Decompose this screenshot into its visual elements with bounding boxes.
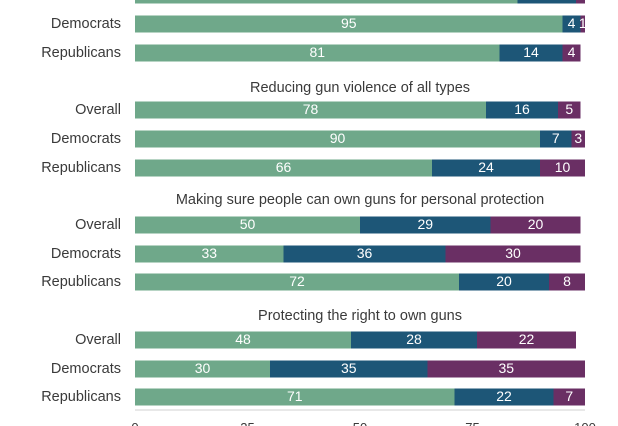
bar-segment bbox=[486, 101, 558, 119]
bar-segment bbox=[135, 159, 432, 177]
bar-segment bbox=[477, 331, 576, 349]
bar-segment bbox=[135, 245, 284, 263]
bar-segment bbox=[360, 216, 491, 234]
row-label: Democrats bbox=[51, 246, 121, 262]
data-label: 16 bbox=[514, 101, 530, 117]
data-label: 1 bbox=[579, 15, 587, 31]
bar-segment bbox=[135, 331, 351, 349]
group-title: Protecting the right to own guns bbox=[258, 308, 462, 324]
row-label: Democrats bbox=[51, 361, 121, 377]
bar-segment bbox=[283, 245, 446, 263]
bar-segment bbox=[135, 0, 518, 4]
data-label: 20 bbox=[528, 216, 544, 232]
data-label: 30 bbox=[505, 245, 521, 261]
bar-segment bbox=[427, 360, 585, 378]
bar-segment bbox=[445, 245, 581, 263]
data-label: 90 bbox=[330, 130, 346, 146]
row-label: Overall bbox=[75, 217, 121, 233]
bar-segment bbox=[454, 388, 554, 406]
group-title: Reducing gun violence of all types bbox=[250, 80, 470, 96]
bar-segment bbox=[270, 360, 428, 378]
data-label: 7 bbox=[565, 388, 573, 404]
bar-segment bbox=[135, 101, 486, 119]
row-label: Overall bbox=[75, 332, 121, 348]
bar-segment bbox=[562, 44, 581, 62]
row-label: Overall bbox=[75, 102, 121, 118]
bar-segment bbox=[540, 130, 572, 148]
bar-segment bbox=[558, 101, 581, 119]
row-label: Republicans bbox=[41, 45, 121, 61]
bar-segment bbox=[580, 15, 585, 33]
data-label: 81 bbox=[309, 44, 325, 60]
bar-segment bbox=[549, 273, 585, 291]
data-label: 50 bbox=[240, 216, 256, 232]
bar-segment bbox=[540, 159, 585, 177]
group-title: Making sure people can own guns for pers… bbox=[176, 192, 544, 208]
bar-segment bbox=[459, 273, 549, 291]
x-tick-label: 0 bbox=[131, 420, 138, 426]
data-label: 48 bbox=[235, 331, 251, 347]
data-label: 24 bbox=[478, 159, 494, 175]
data-label: 4 bbox=[568, 44, 576, 60]
row-label: Republicans bbox=[41, 389, 121, 405]
data-label: 78 bbox=[303, 101, 319, 117]
bar-segment bbox=[351, 331, 477, 349]
bar-segment bbox=[553, 388, 585, 406]
data-label: 66 bbox=[276, 159, 292, 175]
data-label: 10 bbox=[555, 159, 571, 175]
data-label: 71 bbox=[287, 388, 303, 404]
bar-segment bbox=[490, 216, 581, 234]
row-label: Republicans bbox=[41, 274, 121, 290]
data-label: 22 bbox=[496, 388, 512, 404]
x-tick-label: 100 bbox=[574, 420, 596, 426]
row-label: Democrats bbox=[51, 16, 121, 32]
x-tick-label: 75 bbox=[465, 420, 479, 426]
bar-segment bbox=[576, 0, 585, 4]
bar-segment bbox=[135, 15, 563, 33]
data-label: 35 bbox=[341, 360, 357, 376]
data-label: 95 bbox=[341, 15, 357, 31]
bar-segment bbox=[562, 15, 581, 33]
data-label: 8 bbox=[563, 273, 571, 289]
data-label: 29 bbox=[417, 216, 433, 232]
bar-segment bbox=[135, 388, 455, 406]
bar-segment bbox=[135, 360, 270, 378]
x-tick-label: 50 bbox=[353, 420, 367, 426]
data-label: 33 bbox=[201, 245, 217, 261]
data-label: 28 bbox=[406, 331, 422, 347]
data-label: 85 bbox=[318, 0, 334, 2]
bar-segment bbox=[571, 130, 585, 148]
bar-segment bbox=[135, 216, 360, 234]
data-label: 72 bbox=[289, 273, 305, 289]
row-label: Democrats bbox=[51, 131, 121, 147]
row-label: Republicans bbox=[41, 160, 121, 176]
data-label: 36 bbox=[357, 245, 373, 261]
data-label: 35 bbox=[498, 360, 514, 376]
data-label: 4 bbox=[568, 15, 576, 31]
bar-segment bbox=[432, 159, 540, 177]
plot-area: 85Democrats9541Republicans81144Reducing … bbox=[41, 0, 596, 426]
x-tick-label: 25 bbox=[240, 420, 254, 426]
data-label: 3 bbox=[574, 130, 582, 146]
data-label: 22 bbox=[519, 331, 535, 347]
data-label: 20 bbox=[496, 273, 512, 289]
bar-segment bbox=[499, 44, 563, 62]
bar-segment bbox=[135, 273, 459, 291]
data-label: 5 bbox=[565, 101, 573, 117]
data-label: 14 bbox=[523, 44, 539, 60]
data-label: 7 bbox=[552, 130, 560, 146]
bar-segment bbox=[517, 0, 576, 4]
data-label: 30 bbox=[195, 360, 211, 376]
bar-segment bbox=[135, 44, 500, 62]
bar-segment bbox=[135, 130, 540, 148]
